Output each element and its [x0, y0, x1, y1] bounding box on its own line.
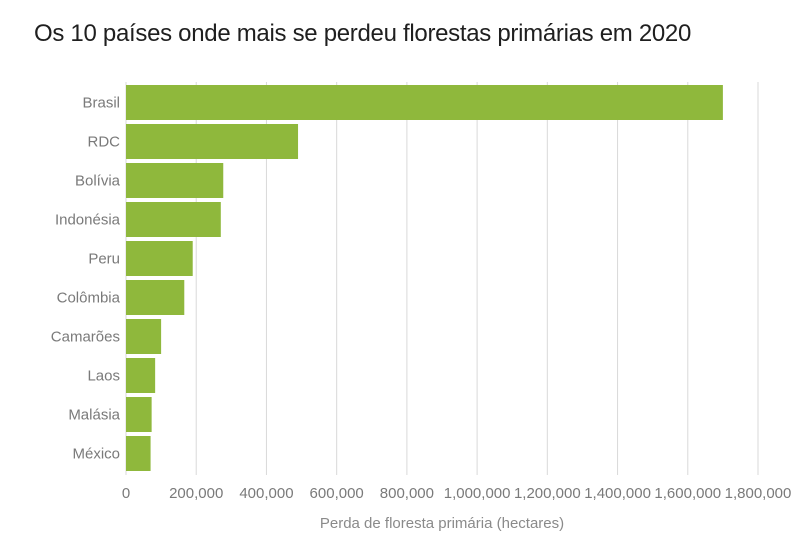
category-label: Peru [88, 251, 120, 268]
category-labels: Brasil RDC Bolívia Indonésia Peru Colômbia Cam… [51, 95, 121, 463]
bar-brasil [126, 85, 723, 120]
bar-méxico [126, 436, 151, 471]
bar-colômbia [126, 280, 185, 315]
bar-bolívia [126, 163, 224, 198]
x-tick-label: 1,200,000 [514, 485, 581, 502]
category-label: RDC [88, 134, 121, 151]
x-tick-label: 200,000 [169, 485, 223, 502]
category-label: Bolívia [75, 173, 121, 190]
category-label: Malásia [68, 407, 120, 424]
bar-camarões [126, 319, 162, 354]
bar-rdc [126, 124, 299, 159]
x-tick-label: 1,000,000 [444, 485, 511, 502]
x-tick-label: 600,000 [310, 485, 364, 502]
x-tick-label: 800,000 [380, 485, 434, 502]
bar-indonésia [126, 202, 221, 237]
chart-title: Os 10 países onde mais se perdeu florest… [34, 20, 692, 47]
category-label: Laos [87, 368, 120, 385]
x-tick-label: 400,000 [239, 485, 293, 502]
bars [126, 85, 723, 471]
category-label: Brasil [82, 95, 120, 112]
x-tick-labels: 0 200,000 400,000 600,000 800,000 1,000,000 1,… [122, 485, 792, 502]
bar-malásia [126, 397, 152, 432]
category-label: México [72, 446, 120, 463]
x-tick-label: 0 [122, 485, 130, 502]
x-tick-label: 1,600,000 [654, 485, 721, 502]
x-axis-title: Perda de floresta primária (hectares) [320, 515, 564, 532]
x-tick-label: 1,400,000 [584, 485, 651, 502]
category-label: Indonésia [55, 212, 121, 229]
bar-laos [126, 358, 156, 393]
x-tick-label: 1,800,000 [725, 485, 792, 502]
category-label: Camarões [51, 329, 120, 346]
category-label: Colômbia [57, 290, 121, 307]
bar-peru [126, 241, 193, 276]
